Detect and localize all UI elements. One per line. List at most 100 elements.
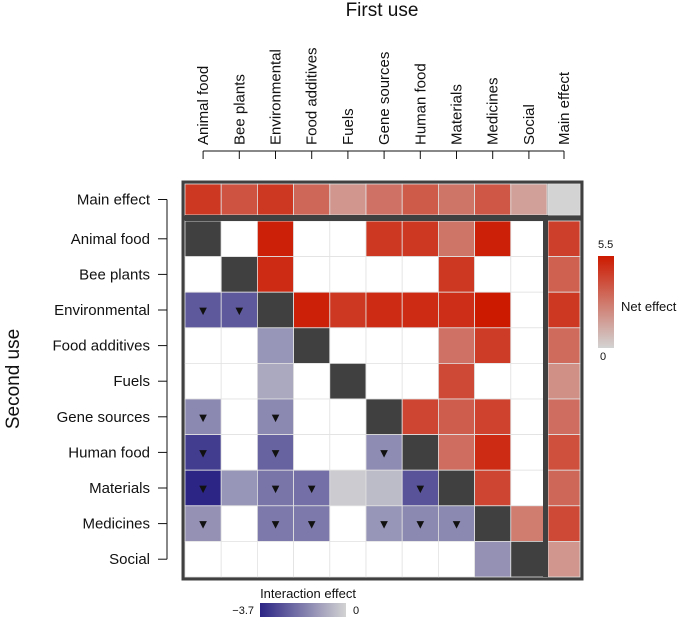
- heatmap-cell: [365, 434, 403, 471]
- heatmap-cell: [365, 505, 403, 542]
- heatmap-cell: [510, 505, 548, 542]
- heatmap-cell: [329, 541, 367, 578]
- significance-marker: ▼: [269, 517, 282, 532]
- main-effect-cell: [437, 183, 475, 216]
- column-label: Main effect: [556, 71, 573, 145]
- heatmap-cell: [437, 327, 475, 364]
- heatmap-cell: [474, 541, 512, 578]
- row-label: Materials: [89, 480, 150, 497]
- heatmap-cell: [474, 327, 512, 364]
- heatmap-cell: [401, 220, 439, 257]
- heatmap-cell: [474, 256, 512, 293]
- heatmap-cell: [401, 291, 439, 329]
- heatmap-cell: [437, 362, 475, 400]
- heatmap-cell: [365, 541, 403, 578]
- main-effect-cell: [547, 434, 581, 471]
- heatmap-cell: [510, 434, 548, 471]
- heatmap-cell: [220, 220, 258, 257]
- main-effect-cell: [547, 220, 581, 257]
- heatmap-cell: [184, 469, 222, 507]
- main-effect-cell: [547, 541, 581, 578]
- heatmap-cell: [293, 362, 331, 400]
- column-label: Gene sources: [376, 52, 393, 145]
- diagonal-cell: [293, 327, 331, 364]
- diagonal-cell: [256, 291, 294, 329]
- heatmap-cell: [220, 398, 258, 435]
- column-label: Materials: [449, 84, 466, 145]
- heatmap-cell: [184, 505, 222, 542]
- net-effect-colorbar: [598, 256, 614, 348]
- column-label: Fuels: [340, 108, 357, 145]
- column-label: Human food: [412, 63, 429, 145]
- heatmap-cell: [510, 469, 548, 507]
- heatmap-cell: [329, 434, 367, 471]
- heatmap-cell: [293, 469, 331, 507]
- row-label: Main effect: [77, 192, 151, 209]
- heatmap-cell: [365, 256, 403, 293]
- heatmap-cell: [510, 291, 548, 329]
- diagonal-cell: [184, 220, 222, 257]
- diagonal-cell: [401, 434, 439, 471]
- heatmap-cell: [220, 505, 258, 542]
- heatmap-cell: [474, 398, 512, 435]
- heatmap-cell: [510, 256, 548, 293]
- main-effect-cell: [293, 183, 331, 216]
- heatmap-cell: [256, 541, 294, 578]
- heatmap-cell: [365, 291, 403, 329]
- heatmap-cell: [293, 541, 331, 578]
- heatmap-cell: [256, 469, 294, 507]
- significance-marker: ▼: [378, 517, 391, 532]
- row-labels: Main effect Animal food Bee plants Environm…: [52, 192, 150, 569]
- heatmap-cell: [184, 362, 222, 400]
- heatmap-cell: [220, 327, 258, 364]
- heatmap-cell: [220, 362, 258, 400]
- heatmap-cell: [510, 398, 548, 435]
- heatmap-cell: [437, 541, 475, 578]
- row-label: Animal food: [71, 231, 150, 248]
- main-effect-cell: [220, 183, 258, 216]
- main-effect-cell: [256, 183, 294, 216]
- significance-marker: ▼: [197, 517, 210, 532]
- significance-marker: ▼: [233, 303, 246, 318]
- heatmap-cell: [329, 327, 367, 364]
- heatmap-cell: [437, 434, 475, 471]
- significance-marker: ▼: [450, 517, 463, 532]
- significance-markers: ▼ ▼ ▼ ▼ ▼ ▼ ▼ ▼ ▼ ▼ ▼ ▼ ▼ ▼ ▼ ▼ ▼: [197, 303, 463, 532]
- heatmap-cell: [256, 256, 294, 293]
- heatmap-cell: [329, 398, 367, 435]
- column-labels: Animal food Bee plants Environmental Food a…: [195, 47, 573, 145]
- heatmap-cell: [293, 256, 331, 293]
- heatmap-cell: [401, 541, 439, 578]
- heatmap-cell: [437, 220, 475, 257]
- column-label: Medicines: [485, 77, 502, 145]
- significance-marker: ▼: [197, 410, 210, 425]
- heatmap-cell: [437, 398, 475, 435]
- column-label: Environmental: [268, 49, 285, 145]
- main-effect-cell: [547, 327, 581, 364]
- column-bracket: [202, 150, 565, 159]
- heatmap-cell: [256, 327, 294, 364]
- heatmap-cell: [401, 398, 439, 435]
- heatmap-cell: [437, 291, 475, 329]
- net-effect-title: Net effect: [621, 299, 677, 314]
- significance-marker: ▼: [269, 481, 282, 496]
- column-label: Food additives: [304, 47, 321, 145]
- heatmap-cell: [256, 362, 294, 400]
- significance-marker: ▼: [197, 303, 210, 318]
- heatmap-cell: [510, 362, 548, 400]
- heatmap-cell: [365, 362, 403, 400]
- heatmap-cell: [220, 469, 258, 507]
- heatmap-cell: [365, 469, 403, 507]
- main-effect-cell: [547, 398, 581, 435]
- net-effect-min-label: 0: [600, 351, 606, 363]
- heatmap-cell: [256, 220, 294, 257]
- heatmap-cell: [365, 327, 403, 364]
- interaction-effect-max-label: 0: [353, 605, 359, 617]
- significance-marker: ▼: [378, 445, 391, 460]
- main-effect-cell: [547, 469, 581, 507]
- heatmap-cell: [220, 434, 258, 471]
- column-label: Animal food: [195, 66, 212, 145]
- x-axis-title: First use: [346, 0, 419, 21]
- row-label: Environmental: [54, 302, 150, 319]
